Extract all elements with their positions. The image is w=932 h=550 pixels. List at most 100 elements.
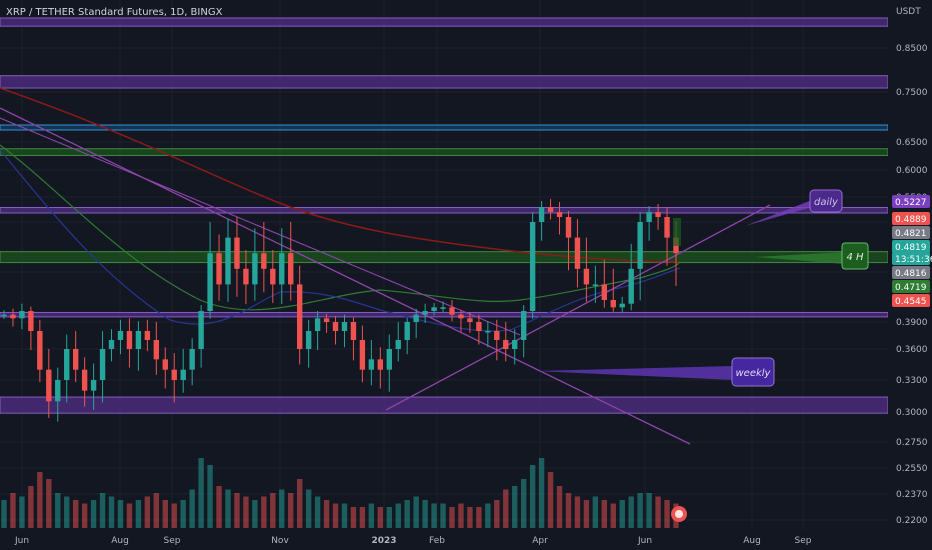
volume-bar — [485, 503, 491, 528]
price-tick-label: 0.6000 — [896, 166, 928, 176]
volume-bar — [216, 486, 222, 528]
four-hour-callout-pointer — [755, 252, 844, 264]
price-tick-label: 0.6500 — [896, 138, 928, 148]
volume-bar — [646, 493, 652, 528]
volume-bar — [458, 503, 464, 528]
ascending-trendline — [385, 204, 771, 411]
logo-badge-inner — [675, 510, 683, 518]
currency-label: USDT — [896, 7, 921, 17]
volume-bar — [368, 503, 375, 528]
candle-body — [547, 207, 554, 212]
daily-callout-label: daily — [814, 197, 839, 208]
candle-body — [1, 314, 7, 317]
volume-bar — [180, 500, 186, 528]
volume-bar — [332, 503, 339, 528]
volume-bar — [467, 507, 473, 528]
candle-body — [153, 340, 160, 360]
candle-body — [601, 284, 608, 300]
candle-body — [288, 253, 294, 285]
price-label-box — [892, 294, 930, 307]
price-label-box — [892, 212, 930, 225]
candle-body — [162, 359, 168, 370]
volume-bar — [99, 493, 106, 528]
volume-bar — [225, 489, 231, 528]
candle-body — [619, 303, 625, 308]
volume-bar — [512, 486, 518, 528]
price-tick-label: 0.2370 — [896, 490, 928, 500]
candle-body — [556, 212, 563, 217]
candle-body — [117, 331, 124, 340]
zone-purple — [0, 17, 889, 27]
candle-body — [270, 268, 276, 285]
candle-body — [189, 349, 195, 370]
candles — [1, 199, 679, 422]
volume-bar — [126, 503, 133, 528]
candle-body — [243, 268, 249, 285]
volume-bar — [46, 479, 52, 528]
candle-body — [135, 331, 142, 349]
zone-blue — [0, 124, 889, 131]
candle-body — [72, 349, 79, 370]
candle-body — [180, 369, 186, 380]
time-axis-ticks: Jun Aug Sep Nov 2023 Feb Apr Jun Aug Sep — [14, 536, 812, 546]
volume-bar — [72, 500, 79, 528]
volume-bar — [162, 500, 168, 528]
chart-title: XRP / TETHER Standard Futures, 1D, BINGX — [6, 7, 223, 18]
price-label: 0.4816 — [895, 269, 927, 279]
candle-body — [64, 349, 70, 380]
volume-bar — [574, 496, 581, 528]
volume-bar — [583, 500, 590, 528]
volume-bar — [529, 465, 536, 528]
candle-body — [108, 340, 115, 349]
volume-bar — [556, 486, 563, 528]
price-label-box — [892, 266, 930, 279]
time-axis-panel — [0, 530, 932, 550]
zone-purple — [0, 75, 889, 89]
candle-body — [332, 322, 339, 331]
volume-bar — [520, 479, 527, 528]
zone-purple — [0, 311, 889, 318]
weekly-callout[interactable]: weekly — [535, 357, 775, 387]
candle-body — [55, 380, 61, 402]
weekly-callout-pointer — [535, 366, 734, 380]
candle-body — [655, 212, 661, 217]
candle-body — [664, 217, 670, 238]
candle-body — [520, 311, 527, 340]
volume-bar — [565, 493, 572, 528]
candle-body — [377, 359, 384, 370]
price-label: 13:51:36 — [895, 255, 932, 265]
volume-bar — [171, 503, 177, 528]
candle-body — [350, 322, 357, 340]
price-label-box — [892, 252, 930, 265]
price-tick-label: 0.2550 — [896, 464, 928, 474]
candle-body — [431, 307, 437, 311]
candle-body — [395, 340, 401, 349]
price-tick-label: 0.3900 — [896, 318, 928, 328]
candle-body — [440, 307, 446, 309]
volume-bar — [395, 503, 401, 528]
time-tick-label: Feb — [429, 536, 445, 546]
daily-callout[interactable]: daily — [745, 189, 843, 226]
volume-bar — [386, 507, 392, 528]
four-hour-callout-label: 4 H — [846, 252, 864, 263]
candle-body — [610, 300, 616, 308]
price-label: 0.5227 — [895, 198, 927, 208]
candle-body — [216, 253, 222, 285]
volume-bar — [19, 496, 25, 528]
candle-body — [538, 207, 545, 222]
volume-bar — [547, 472, 554, 528]
price-tick-label: 0.8500 — [896, 44, 928, 54]
four-hour-callout[interactable]: 4 H — [755, 242, 869, 270]
volume-bar — [252, 500, 258, 528]
candle-body — [413, 314, 419, 322]
volume-bar — [1, 500, 7, 528]
ma-blue-line — [0, 149, 681, 332]
volume-bar — [279, 489, 285, 528]
time-tick-label: Aug — [743, 536, 761, 546]
candle-body — [28, 311, 34, 331]
candle-body — [144, 331, 151, 340]
volume-bar — [628, 496, 634, 528]
candle-body — [503, 340, 509, 349]
volume-bar — [359, 507, 366, 528]
